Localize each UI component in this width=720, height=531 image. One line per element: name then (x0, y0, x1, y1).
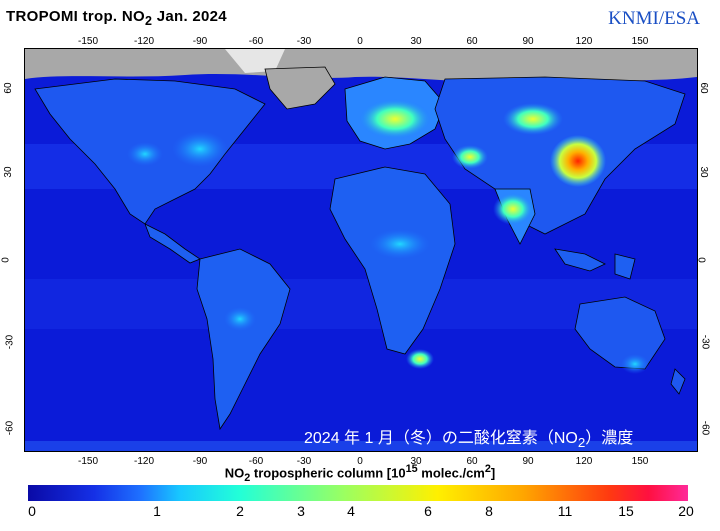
left-tick: 0 (0, 257, 12, 263)
left-tick: -30 (4, 334, 16, 350)
colorbar-tick: 20 (678, 503, 694, 519)
no-data-region (25, 49, 697, 82)
right-tick: 60 (698, 82, 710, 94)
south-america (196, 248, 291, 431)
bottom-tick: -60 (248, 456, 264, 467)
bottom-tick: 30 (410, 456, 422, 467)
left-tick: 30 (3, 166, 15, 178)
colorbar-tick: 11 (557, 503, 573, 519)
bottom-tick: 150 (631, 456, 649, 467)
colorbar-tick: 2 (236, 503, 244, 519)
top-tick: -90 (192, 36, 208, 47)
top-tick: 30 (410, 36, 422, 47)
top-tick: 120 (575, 36, 593, 47)
top-tick: 0 (357, 36, 363, 47)
bottom-tick: -150 (77, 456, 99, 467)
map-title: TROPOMI trop. NO2 Jan. 2024 (6, 8, 227, 28)
hotspot-east-china (550, 135, 606, 187)
top-tick: -30 (296, 36, 312, 47)
top-tick: -150 (77, 36, 99, 47)
bottom-tick: -120 (133, 456, 155, 467)
top-tick: 150 (631, 36, 649, 47)
colorbar-label: NO2 tropospheric column [1015 molec./cm2… (224, 463, 496, 484)
bottom-tick: -90 (192, 456, 208, 467)
world-map-graphic (25, 49, 697, 451)
colorbar-tick: 3 (297, 503, 305, 519)
bottom-tick: 90 (522, 456, 534, 467)
bottom-tick: 0 (357, 456, 363, 467)
colorbar-tick: 4 (347, 503, 355, 519)
africa (329, 166, 456, 355)
left-tick: -60 (4, 420, 16, 436)
no2-map (24, 48, 698, 452)
colorbar-tick: 15 (618, 503, 634, 519)
colorbar-tick: 1 (153, 503, 161, 519)
colorbar-tick: 6 (424, 503, 432, 519)
map-caption: 2024 年 1 月（冬）の二酸化窒素（NO2）濃度 (304, 430, 634, 451)
left-tick: 60 (3, 82, 15, 94)
top-tick: -60 (248, 36, 264, 47)
credit-label: KNMI/ESA (608, 8, 700, 29)
right-tick: -60 (699, 420, 711, 436)
colorbar (28, 485, 688, 501)
top-tick: 90 (522, 36, 534, 47)
bottom-tick: 60 (466, 456, 478, 467)
bottom-tick: -30 (296, 456, 312, 467)
top-tick: -120 (133, 36, 155, 47)
right-tick: -30 (699, 334, 711, 350)
colorbar-tick: 0 (28, 503, 36, 519)
top-tick: 60 (466, 36, 478, 47)
right-tick: 30 (698, 166, 710, 178)
colorbar-tick: 8 (485, 503, 493, 519)
bottom-tick: 120 (575, 456, 593, 467)
